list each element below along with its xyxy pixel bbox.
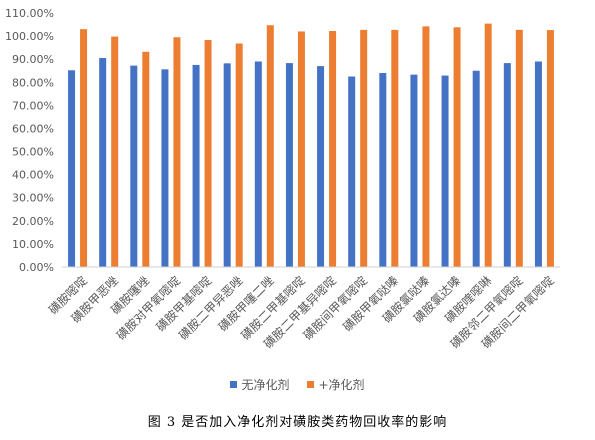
bar-series-1 [285, 63, 293, 268]
bar-series-1 [68, 70, 76, 267]
bar-series-1 [99, 58, 107, 268]
y-tick-label: 0.00% [19, 261, 54, 274]
bar-chart: 0.00% 10.00% 20.00% 30.00% 40.00% 50.00% 60.00… [5, 7, 560, 351]
bar-series-2 [173, 37, 181, 267]
bar-series-1 [223, 63, 231, 267]
bar-series-1 [410, 74, 418, 267]
bar-series-1 [503, 63, 511, 268]
bar-series-2 [391, 29, 399, 267]
bar-series-1 [441, 75, 449, 268]
figure-caption: 图 3 是否加入净化剂对磺胺类药物回收率的影响 [147, 415, 448, 430]
bar-series-1 [317, 66, 325, 267]
bar-series-2 [484, 23, 492, 267]
bar-series-2 [515, 29, 523, 267]
legend-swatch-series-2 [307, 380, 315, 388]
y-tick-label: 80.00% [12, 76, 54, 89]
legend-label-series-1: 无净化剂 [241, 377, 290, 392]
bar-series-1 [472, 70, 480, 268]
y-tick-label: 60.00% [12, 122, 54, 135]
bar-series-1 [348, 76, 356, 267]
y-tick-label: 90.00% [12, 53, 54, 66]
bar-series-2 [266, 25, 274, 267]
y-tick-label: 10.00% [12, 238, 54, 251]
bar-series-2 [297, 31, 305, 267]
y-axis: 0.00% 10.00% 20.00% 30.00% 40.00% 50.00% 60.00… [5, 7, 54, 274]
x-axis: 磺胺嘧啶磺胺甲恶唑磺胺噻唑磺胺对甲氧嘧啶磺胺甲基嘧啶磺胺二甲异恶唑磺胺甲噻二唑磺… [46, 273, 557, 351]
y-tick-label: 110.00% [5, 7, 54, 20]
bar-series [68, 23, 554, 268]
bar-series-2 [235, 43, 243, 268]
y-tick-label: 100.00% [5, 30, 54, 43]
legend: 无净化剂 +净化剂 [0, 375, 595, 393]
y-tick-label: 70.00% [12, 99, 54, 112]
bar-series-1 [161, 69, 169, 267]
bar-series-1 [254, 61, 262, 268]
bar-series-2 [546, 30, 554, 267]
bar-series-2 [329, 31, 337, 267]
bar-series-1 [379, 73, 387, 267]
bar-series-2 [360, 29, 368, 267]
bar-series-2 [453, 27, 461, 268]
bar-series-1 [534, 61, 542, 268]
y-tick-label: 30.00% [12, 192, 54, 205]
legend-swatch-series-1 [230, 380, 238, 388]
y-tick-label: 20.00% [12, 215, 54, 228]
bar-series-1 [192, 64, 200, 267]
bar-series-2 [204, 40, 212, 268]
y-tick-label: 50.00% [12, 146, 54, 159]
chart-area: 0.00% 10.00% 20.00% 30.00% 40.00% 50.00% 60.00… [5, 7, 560, 351]
bar-series-1 [130, 65, 138, 267]
bar-series-2 [142, 51, 150, 268]
bar-series-2 [111, 36, 119, 267]
bar-series-2 [422, 26, 430, 267]
legend-item-series-2: +净化剂 [307, 376, 365, 393]
y-tick-label: 40.00% [12, 169, 54, 182]
legend-label-series-2: +净化剂 [318, 377, 365, 392]
legend-item-series-1: 无净化剂 [230, 376, 289, 393]
bar-series-2 [80, 29, 88, 268]
